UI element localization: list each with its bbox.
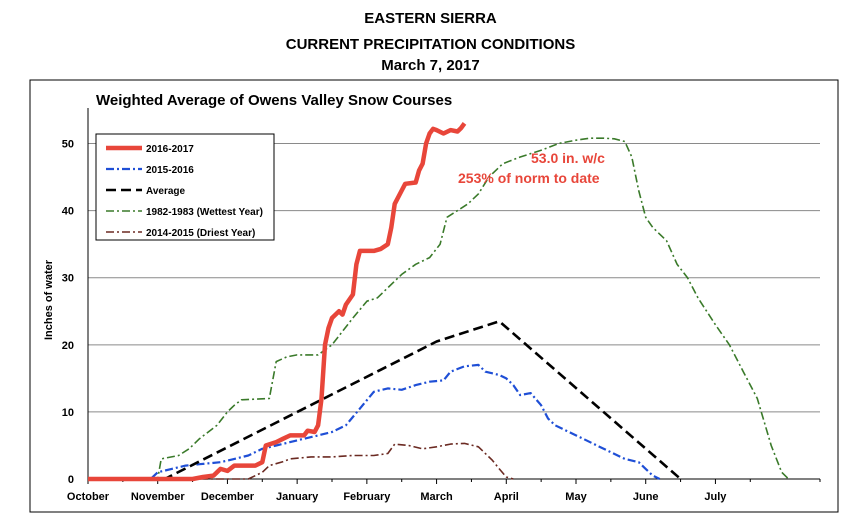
y-tick-label: 10	[62, 407, 74, 419]
x-tick-label: December	[201, 491, 255, 503]
annotation-total: 53.0 in. w/c	[531, 150, 605, 166]
series-line-4	[88, 442, 514, 480]
y-tick-label: 20	[62, 340, 74, 352]
x-tick-label: January	[276, 491, 319, 503]
y-tick-label: 40	[62, 206, 74, 218]
series-line-1	[88, 363, 661, 481]
series-lines	[88, 122, 790, 482]
title-line-2: CURRENT PRECIPITATION CONDITIONS	[285, 36, 576, 53]
x-tick-label: May	[565, 491, 587, 503]
legend-label-0: 2016-2017	[146, 144, 194, 155]
x-tick-label: June	[633, 491, 659, 503]
x-tick-label: April	[494, 491, 519, 503]
annotation-percent: 253% of norm to date	[458, 170, 600, 186]
gridlines	[88, 143, 820, 413]
y-tick-label: 50	[62, 139, 74, 151]
x-tick-label: March	[420, 491, 453, 503]
legend-label-4: 2014-2015 (Driest Year)	[146, 228, 255, 239]
y-tick-label: 30	[62, 273, 74, 285]
legend: 2016-2017 2015-2016 Average 1982-1983 (Wett…	[95, 133, 275, 241]
title-line-3: March 7, 2017	[381, 57, 480, 74]
y-tick-label: 0	[68, 474, 74, 486]
x-tick-label: February	[343, 491, 391, 503]
axes: 0 10 20 30 40 50 October November December Januar…	[62, 108, 821, 503]
x-tick-label: July	[704, 491, 727, 503]
outer-frame	[29, 79, 839, 513]
legend-label-1: 2015-2016	[146, 165, 194, 176]
legend-label-2: Average	[146, 186, 186, 197]
y-axis-label: Inches of water	[43, 259, 55, 340]
chart-subtitle: Weighted Average of Owens Valley Snow Co…	[96, 92, 452, 109]
legend-box	[95, 133, 275, 241]
legend-label-3: 1982-1983 (Wettest Year)	[146, 207, 263, 218]
title-line-1: EASTERN SIERRA	[364, 10, 497, 27]
x-tick-label: November	[131, 491, 186, 503]
series-line-0	[88, 122, 467, 482]
x-tick-label: October	[67, 491, 110, 503]
